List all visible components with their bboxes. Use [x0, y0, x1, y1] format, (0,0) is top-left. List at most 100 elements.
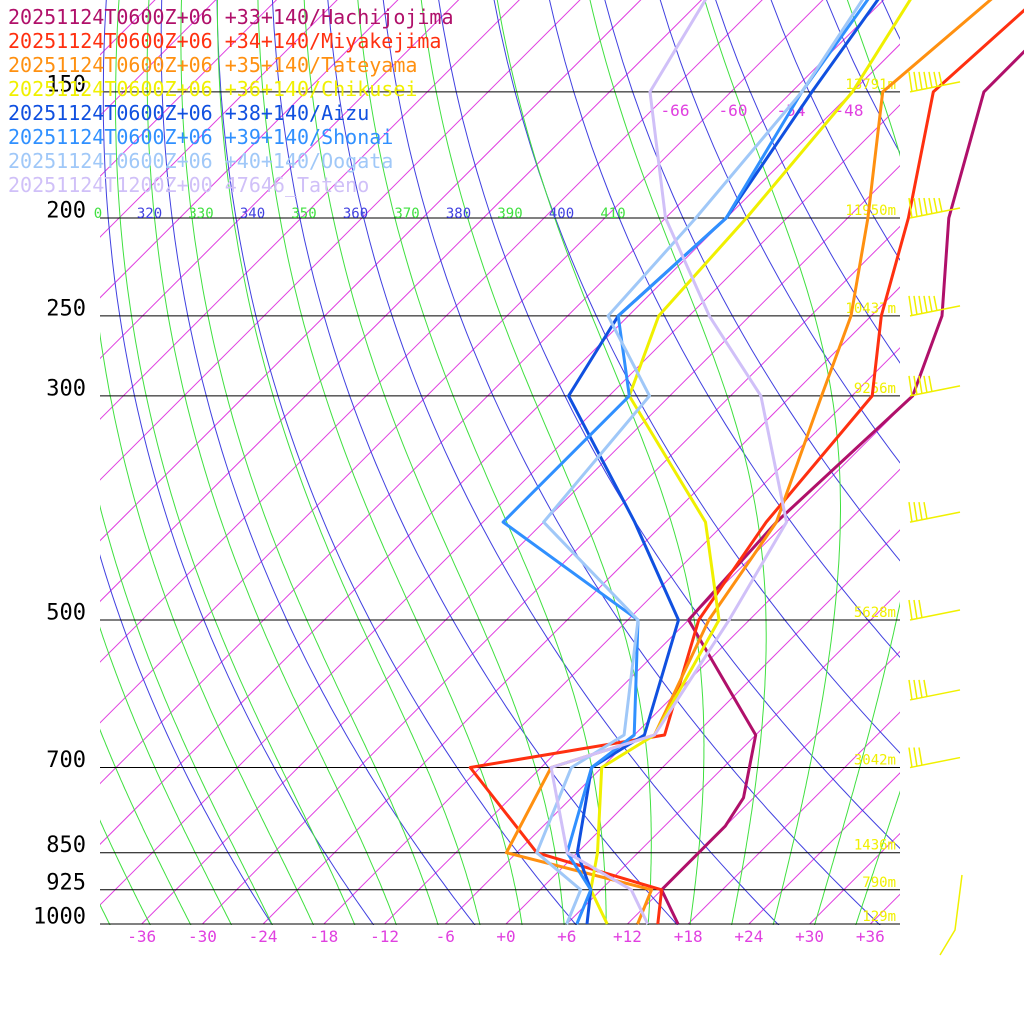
moist-adiabat-line	[814, 0, 900, 925]
pressure-tick-label: 150	[46, 72, 86, 97]
isotherm-top-label: -60	[719, 101, 748, 120]
moist-adiabat-lines	[100, 0, 900, 925]
temperature-tick-label: -30	[188, 927, 217, 946]
moist-adiabat-line	[496, 0, 705, 925]
wind-barb-flag	[913, 679, 918, 700]
wind-barb-flag	[913, 71, 918, 91]
temperature-tick-label: -18	[309, 927, 338, 946]
wind-barb-flag	[908, 599, 913, 621]
isotherm-line	[992, 0, 1024, 924]
isotherm-line	[202, 225, 900, 925]
sounding-line	[468, 8, 1024, 925]
wind-barb-flag	[908, 71, 913, 92]
theta-label: 380	[446, 206, 471, 222]
legend-item: 20251124T0600Z+06 +35+140/Tateyama	[8, 53, 417, 77]
temperature-tick-label: +36	[856, 927, 885, 946]
moist-adiabat-line	[100, 626, 233, 925]
pressure-tick-label: 500	[46, 600, 86, 625]
wind-barb-flag	[913, 747, 918, 767]
theta-label: 400	[549, 206, 574, 222]
pressure-tick-label: 925	[46, 870, 86, 895]
dry-adiabat-line	[100, 554, 273, 925]
isotherm-line	[100, 0, 642, 542]
isotherm-line	[869, 893, 900, 925]
wind-barb-flag	[913, 295, 918, 316]
theta-labels: 0 320 330 340 350 360 370 380 390 400 410	[94, 206, 626, 222]
isotherm-line	[627, 650, 900, 925]
dry-adiabat-line	[549, 0, 900, 658]
dry-adiabat-line	[887, 0, 1024, 945]
moist-adiabat-line	[216, 0, 481, 925]
wind-barb-staff	[909, 689, 961, 701]
wind-barb-staff	[909, 81, 961, 93]
moist-adiabat-line	[589, 0, 767, 925]
wind-barb-flag	[918, 747, 923, 766]
temperature-tick-label: +6	[557, 927, 576, 946]
legend-item: 20251124T0600Z+06 +39+140/Shonai	[8, 125, 393, 149]
legend-item: 20251124T0600Z+06 +33+140/Hachijojima	[8, 5, 454, 29]
isotherm-lines	[100, 0, 1024, 925]
moist-adiabat-line	[704, 0, 841, 925]
temperature-tick-label: +12	[613, 927, 642, 946]
isotherm-line	[100, 0, 278, 178]
moist-adiabat-line	[146, 0, 397, 925]
sounding-line	[660, 49, 1024, 925]
legend-item: 20251124T0600Z+06 +40+140/Oogata	[8, 149, 393, 173]
isotherm-line	[100, 0, 581, 481]
wind-barb-flag	[918, 295, 923, 315]
wind-barb-flag	[938, 197, 943, 213]
wind-barb-flag	[923, 197, 928, 216]
wind-barb-flag	[928, 71, 933, 88]
dry-adiabat-line	[160, 0, 476, 925]
dry-adiabat-line	[604, 0, 900, 562]
wind-barb-flag	[923, 295, 928, 314]
moist-adiabat-line	[180, 0, 439, 925]
wind-barbs	[908, 71, 963, 956]
isotherm-top-label: -48	[835, 101, 864, 120]
legend: 20251124T0600Z+06 +33+140/Hachijojima202…	[8, 5, 454, 197]
wind-barb-staff	[909, 511, 961, 523]
wind-barb-flag	[918, 599, 923, 619]
sounding-line	[535, 0, 865, 925]
isotherm-line	[323, 347, 900, 925]
theta-label: 330	[188, 206, 213, 222]
height-label: 5628m	[854, 605, 896, 621]
wind-barb-flag	[923, 375, 928, 394]
legend-item: 20251124T0600Z+06 +38+140/Aizu	[8, 101, 369, 125]
theta-label: 390	[497, 206, 522, 222]
legend-item: 20251124T0600Z+06 +34+140/Miyakejima	[8, 29, 441, 53]
pressure-tick-label: 300	[46, 376, 86, 401]
dry-adiabat-line	[271, 0, 679, 925]
isotherm-line	[566, 590, 900, 925]
dry-adiabat-line	[715, 0, 900, 364]
wind-barb-staff	[909, 609, 961, 621]
dry-adiabat-line	[1008, 0, 1024, 945]
theta-label: 350	[291, 206, 316, 222]
temperature-tick-label: +24	[734, 927, 763, 946]
sounding-line	[501, 0, 870, 925]
sounding-line	[549, 0, 788, 925]
moist-adiabat-line	[100, 504, 273, 925]
theta-label: 320	[137, 206, 162, 222]
sounding-line	[504, 0, 993, 925]
dry-adiabat-line	[881, 0, 900, 41]
moist-adiabat-line	[100, 819, 151, 925]
wind-barb-flag	[918, 501, 923, 521]
dry-adiabat-line	[927, 0, 1024, 945]
wind-barb-flag	[908, 375, 913, 397]
isotherm-line	[444, 468, 900, 925]
dry-adiabat-line	[770, 0, 900, 261]
dry-adiabat-line	[327, 0, 780, 925]
temperature-tick-label: -36	[127, 927, 156, 946]
height-label: 1436m	[854, 838, 896, 854]
height-label: 9256m	[854, 381, 896, 397]
dry-adiabat-line	[438, 0, 900, 850]
isotherm-line	[100, 0, 885, 785]
temperature-tick-label: -24	[249, 927, 278, 946]
wind-barb-flag	[933, 197, 938, 214]
wind-barb-flag	[923, 71, 928, 89]
pressure-tick-label: 200	[46, 199, 86, 224]
theta-label: 360	[343, 206, 368, 222]
temperature-tick-label: -12	[370, 927, 399, 946]
